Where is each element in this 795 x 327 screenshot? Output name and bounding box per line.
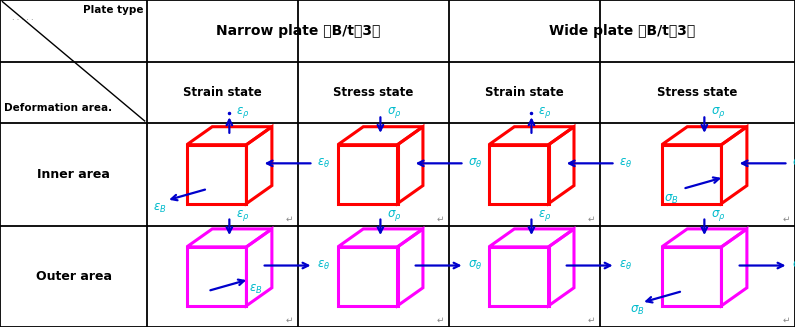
Text: Wide plate （B/t＞3）: Wide plate （B/t＞3） <box>549 24 695 38</box>
Text: $\varepsilon_\theta$: $\varepsilon_\theta$ <box>317 157 331 170</box>
Text: ↵: ↵ <box>286 215 293 224</box>
Text: ↵: ↵ <box>588 215 595 224</box>
Text: $\sigma_\rho$: $\sigma_\rho$ <box>387 208 401 222</box>
Text: ↵: ↵ <box>588 316 595 325</box>
Text: Stress state: Stress state <box>657 86 738 99</box>
Text: $\sigma_\rho$: $\sigma_\rho$ <box>711 208 725 222</box>
Text: Plate type: Plate type <box>83 5 143 15</box>
Text: ↵: ↵ <box>437 215 444 224</box>
Text: $\sigma_\theta$: $\sigma_\theta$ <box>468 259 483 272</box>
Text: ↵: ↵ <box>437 316 444 325</box>
Text: $\varepsilon_B$: $\varepsilon_B$ <box>249 283 262 296</box>
Text: $\sigma_B$: $\sigma_B$ <box>664 193 679 206</box>
Text: $\varepsilon_\theta$: $\varepsilon_\theta$ <box>619 157 633 170</box>
Text: $\sigma_B$: $\sigma_B$ <box>630 304 645 318</box>
Text: Outer area: Outer area <box>36 270 111 283</box>
Text: $\varepsilon_\theta$: $\varepsilon_\theta$ <box>619 259 633 272</box>
Text: ↵: ↵ <box>286 316 293 325</box>
Text: $\varepsilon_B$: $\varepsilon_B$ <box>153 202 167 215</box>
Text: $\varepsilon_\rho$: $\varepsilon_\rho$ <box>537 105 551 120</box>
Text: $\varepsilon_\rho$: $\varepsilon_\rho$ <box>236 208 249 222</box>
Text: $\sigma_\theta$: $\sigma_\theta$ <box>793 259 795 272</box>
Text: $\sigma_\rho$: $\sigma_\rho$ <box>387 105 401 120</box>
Text: $\varepsilon_\theta$: $\varepsilon_\theta$ <box>317 259 331 272</box>
Text: Deformation area.: Deformation area. <box>4 103 112 113</box>
Text: . . . . .: . . . . . <box>12 13 33 22</box>
Text: Inner area: Inner area <box>37 168 110 181</box>
Text: ↵: ↵ <box>783 316 790 325</box>
Text: $\sigma_\rho$: $\sigma_\rho$ <box>711 105 725 120</box>
Text: Narrow plate （B/t＜3）: Narrow plate （B/t＜3） <box>216 24 380 38</box>
Text: Strain state: Strain state <box>485 86 564 99</box>
Text: $\varepsilon_\rho$: $\varepsilon_\rho$ <box>236 105 249 120</box>
Text: $\sigma_\theta$: $\sigma_\theta$ <box>793 157 795 170</box>
Text: ↵: ↵ <box>783 215 790 224</box>
Text: Strain state: Strain state <box>183 86 262 99</box>
Text: $\sigma_\theta$: $\sigma_\theta$ <box>468 157 483 170</box>
Text: $\varepsilon_\rho$: $\varepsilon_\rho$ <box>537 208 551 222</box>
Text: Stress state: Stress state <box>333 86 414 99</box>
